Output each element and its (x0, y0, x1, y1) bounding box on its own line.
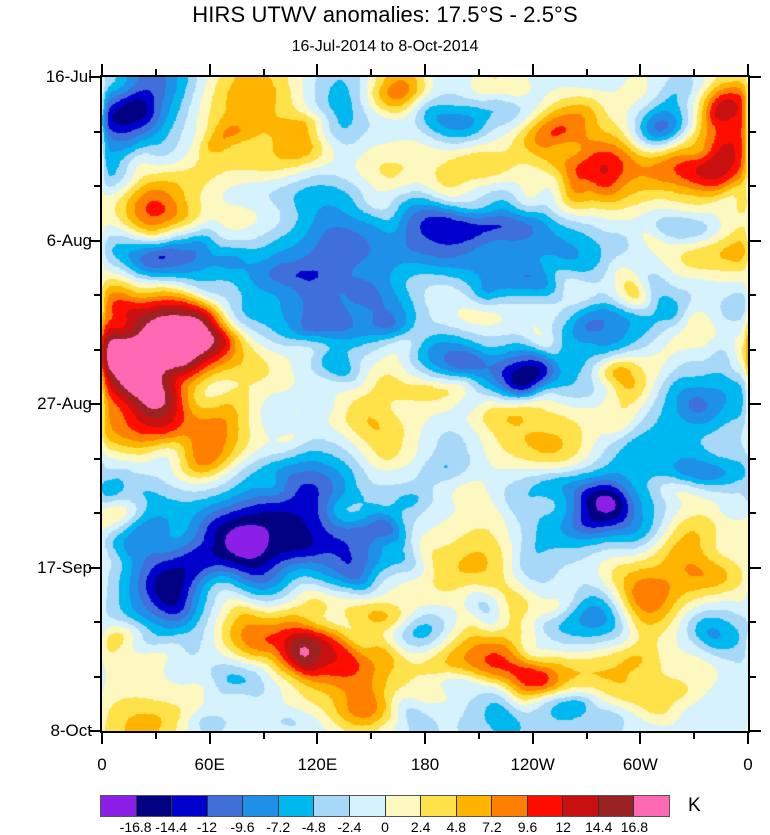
y-tick (750, 730, 761, 732)
y-tick (750, 512, 756, 514)
y-tick (750, 130, 756, 133)
y-tick (750, 348, 756, 351)
x-axis-label: 180 (410, 755, 440, 774)
x-tick (531, 64, 534, 75)
chart-title: HIRS UTWV anomalies: 17.5°S - 2.5°S (192, 2, 578, 27)
x-tick (370, 69, 373, 75)
colorbar-swatch (633, 796, 669, 816)
y-tick (94, 675, 100, 678)
x-tick (693, 733, 696, 739)
colorbar-swatch (455, 796, 492, 816)
colorbar-swatch (101, 796, 136, 816)
colorbar-swatch (562, 796, 598, 816)
x-tick (585, 733, 588, 739)
y-tick (89, 566, 100, 569)
x-tick (531, 733, 534, 744)
x-tick (208, 733, 211, 744)
y-axis-label: 6-Aug (46, 230, 92, 250)
y-axis-label: 17-Sep (37, 557, 92, 577)
colorbar-swatch (597, 796, 634, 816)
x-tick (747, 64, 749, 75)
x-tick (370, 733, 373, 739)
y-tick (750, 239, 761, 242)
y-tick (750, 185, 756, 187)
colorbar-swatch (313, 796, 349, 816)
y-tick (750, 457, 756, 460)
y-tick (89, 76, 100, 78)
y-tick (750, 294, 756, 296)
x-tick (424, 64, 426, 75)
colorbar-swatch (348, 796, 385, 816)
y-tick (89, 730, 100, 732)
x-tick (101, 733, 103, 744)
x-tick (747, 733, 749, 744)
y-tick (750, 403, 761, 405)
y-tick (750, 566, 761, 569)
y-tick (94, 621, 100, 623)
x-tick (154, 733, 157, 739)
x-tick (639, 64, 642, 75)
x-axis-label: 60E (194, 755, 225, 774)
y-tick (89, 403, 100, 405)
x-tick (316, 733, 319, 744)
y-axis-label: 8-Oct (50, 721, 92, 740)
colorbar-swatch (135, 796, 172, 816)
colorbar-swatch (420, 796, 456, 816)
y-tick (94, 294, 100, 296)
x-tick (262, 733, 265, 739)
colorbar-swatch (171, 796, 207, 816)
y-tick (94, 185, 100, 187)
y-tick (750, 675, 756, 678)
colorbar-swatch (206, 796, 243, 816)
colorbar-swatch (277, 796, 314, 816)
x-axis-label: 0 (97, 755, 107, 774)
y-tick (750, 76, 761, 78)
y-tick (750, 621, 756, 623)
x-tick (477, 733, 480, 739)
x-tick (316, 64, 319, 75)
y-tick (94, 512, 100, 514)
x-tick (208, 64, 211, 75)
x-tick (424, 733, 426, 744)
y-axis-label: 27-Aug (37, 394, 92, 413)
x-tick (693, 69, 696, 75)
colorbar-swatch (242, 796, 278, 816)
colorbar-tick-label: 0 (381, 819, 389, 835)
y-tick (94, 130, 100, 133)
chart-subtitle: 16-Jul-2014 to 8-Oct-2014 (291, 38, 479, 55)
x-tick (639, 733, 642, 744)
contour-field (102, 77, 748, 731)
x-axis-label: 120E (297, 755, 338, 774)
x-axis-label: 0 (743, 755, 753, 774)
colorbar-swatch (491, 796, 527, 816)
x-axis-label: 120W (510, 755, 555, 774)
colorbar-swatch (384, 796, 421, 816)
x-tick (477, 69, 480, 75)
y-tick (94, 348, 100, 351)
x-tick (262, 69, 265, 75)
y-tick (94, 457, 100, 460)
x-tick (101, 64, 103, 75)
y-axis-label: 16-Jul (45, 67, 92, 86)
x-tick (154, 69, 157, 75)
x-tick (585, 69, 588, 75)
y-tick (89, 239, 100, 242)
colorbar[interactable] (100, 795, 670, 817)
x-axis-label: 60W (622, 755, 658, 774)
colorbar-tick-label: 16.8 (620, 819, 648, 835)
colorbar-swatch (526, 796, 563, 816)
colorbar-units-label: K (688, 795, 701, 816)
plot-area (100, 75, 750, 733)
